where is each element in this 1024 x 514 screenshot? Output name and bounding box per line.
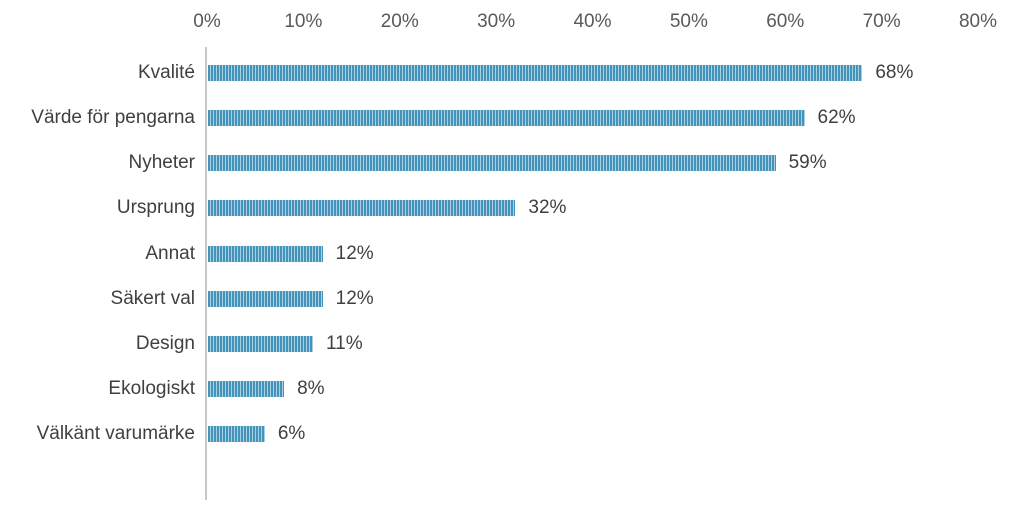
category-axis-line — [205, 47, 207, 500]
bar — [208, 200, 515, 217]
axis-tick-label: 50% — [669, 11, 708, 32]
bar — [208, 335, 313, 352]
category-label: Ekologiskt — [108, 378, 195, 400]
axis-tick-label: 40% — [573, 11, 612, 32]
bar — [208, 381, 284, 398]
bar — [208, 426, 265, 443]
axis-tick-label: 70% — [862, 11, 901, 32]
value-label: 6% — [277, 423, 306, 445]
category-label: Nyheter — [128, 152, 195, 174]
category-label: Annat — [145, 242, 195, 264]
bar — [208, 65, 862, 81]
axis-tick-label: 20% — [380, 11, 419, 32]
value-label: 12% — [335, 242, 374, 264]
value-label: 68% — [875, 62, 914, 83]
bar — [208, 110, 805, 127]
axis-tick-label: 80% — [958, 11, 998, 32]
category-label: Ursprung — [116, 197, 195, 219]
axis-tick-label: 30% — [477, 11, 516, 32]
category-label: Kvalité — [137, 62, 195, 83]
value-label: 59% — [788, 152, 827, 174]
axis-tick-label: 60% — [766, 11, 805, 32]
bar — [208, 290, 323, 307]
value-label: 62% — [817, 107, 856, 129]
category-label: Värde för pengarna — [31, 107, 195, 129]
value-label: 11% — [326, 332, 363, 354]
bar — [208, 245, 323, 262]
category-label: Välkänt varumärke — [36, 423, 195, 445]
value-label: 12% — [335, 287, 374, 309]
axis-tick-label: 10% — [284, 11, 323, 32]
bar — [208, 155, 776, 172]
category-label: Design — [135, 332, 195, 354]
value-label: 8% — [297, 378, 325, 400]
category-label: Säkert val — [110, 287, 195, 309]
axis-tick-label: 0% — [193, 11, 221, 32]
value-label: 32% — [528, 197, 567, 219]
